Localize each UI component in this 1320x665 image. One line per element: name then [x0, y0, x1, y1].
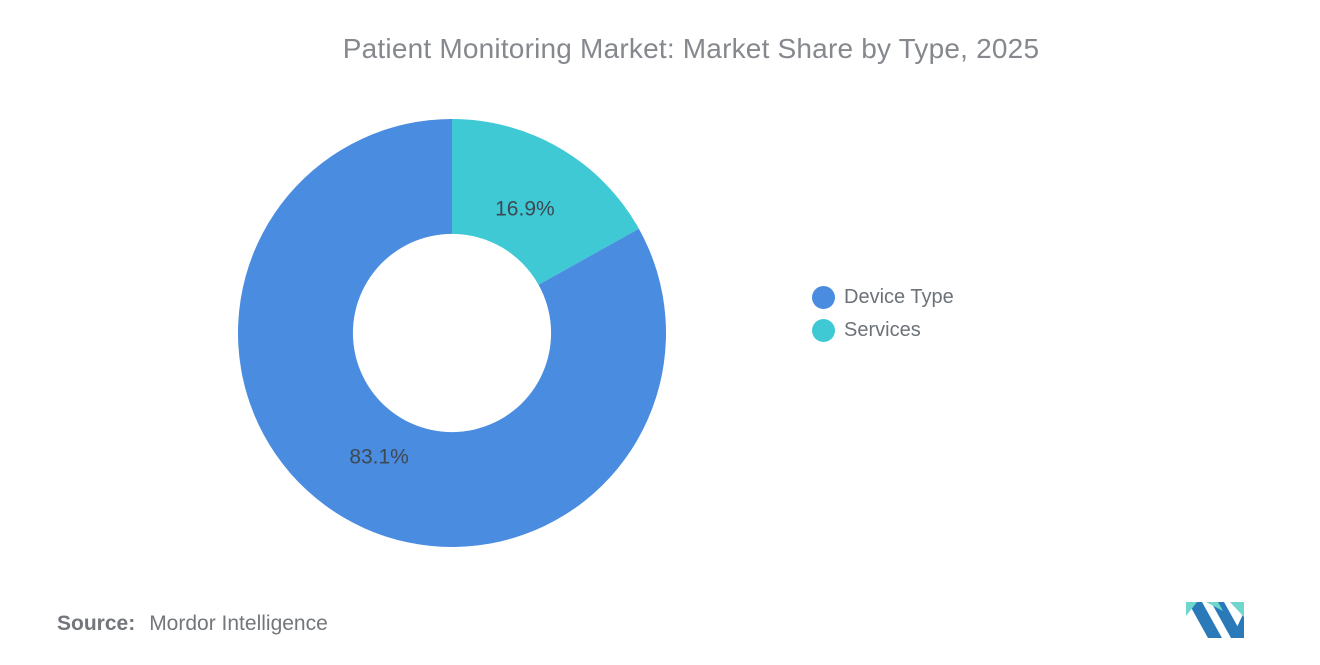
mordor-intelligence-logo — [1186, 602, 1244, 638]
logo-left-teal-triangle — [1186, 602, 1197, 616]
slice-label: 83.1% — [349, 446, 409, 469]
logo-right-stripe — [1211, 602, 1244, 638]
legend-label-device-type: Device Type — [844, 286, 954, 308]
source-value: Mordor Intelligence — [149, 612, 328, 635]
legend: Device Type Services — [812, 286, 954, 352]
pie-slice-services[interactable] — [452, 119, 639, 285]
logo-right-triangle — [1232, 612, 1244, 638]
chart-title: Patient Monitoring Market: Market Share … — [342, 33, 1040, 64]
logo-left-stripe — [1188, 602, 1222, 638]
pie-slice-device-type[interactable] — [238, 119, 666, 547]
legend-swatch-services — [812, 319, 835, 342]
legend-swatch-device-type — [812, 286, 835, 309]
legend-label-services: Services — [844, 319, 921, 341]
slice-label: 16.9% — [495, 197, 555, 220]
donut-chart: 16.9% 83.1% — [238, 119, 666, 547]
source-line: Source: Mordor Intelligence — [57, 612, 328, 636]
legend-item-services[interactable]: Services — [812, 319, 954, 342]
logo-right-teal-triangle — [1230, 602, 1244, 617]
source-label: Source: — [57, 612, 136, 635]
logo-middle-teal-triangle — [1206, 602, 1223, 611]
legend-item-device-type[interactable]: Device Type — [812, 286, 954, 309]
